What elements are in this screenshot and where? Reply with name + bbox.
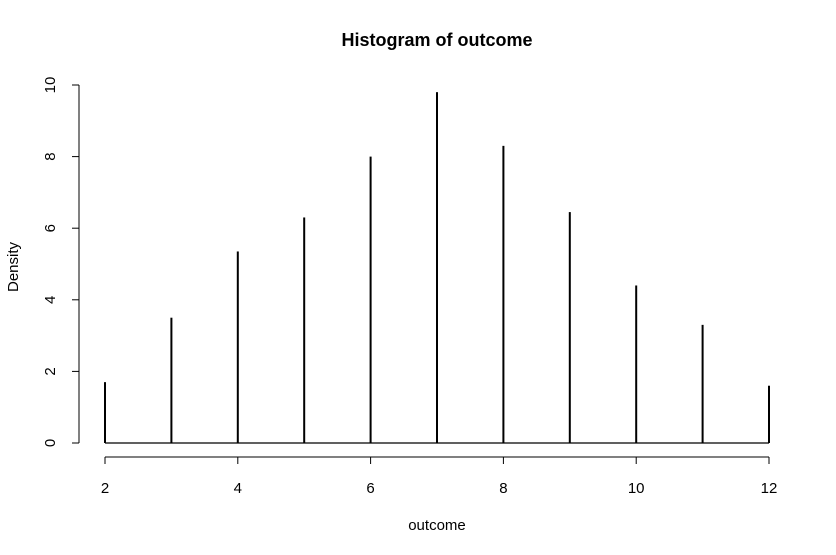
- x-axis-label: outcome: [408, 517, 466, 534]
- x-tick-label: 12: [761, 480, 778, 497]
- histogram-bar: [303, 217, 306, 443]
- y-axis-label: Density: [5, 241, 22, 292]
- y-tick-label: 2: [42, 367, 59, 375]
- histogram-bar: [104, 382, 106, 443]
- histogram-bar: [635, 285, 638, 443]
- y-tick-label: 4: [42, 296, 59, 304]
- x-tick-label: 4: [234, 480, 242, 497]
- histogram-bar: [568, 212, 571, 443]
- y-tick-label: 0: [42, 439, 59, 447]
- x-tick-label: 6: [366, 480, 374, 497]
- chart-title: Histogram of outcome: [341, 30, 532, 50]
- histogram-bar: [236, 251, 239, 443]
- x-tick-label: 8: [499, 480, 507, 497]
- x-tick-label: 10: [628, 480, 645, 497]
- histogram-bar: [369, 156, 372, 443]
- histogram-bar: [170, 317, 173, 443]
- histogram-bar: [701, 324, 704, 443]
- histogram-bar: [436, 92, 438, 443]
- histogram-bar: [502, 145, 505, 444]
- y-tick-label: 6: [42, 224, 59, 232]
- histogram-bar: [768, 385, 770, 443]
- y-tick-label: 8: [42, 152, 59, 160]
- y-tick-label: 10: [42, 77, 59, 94]
- x-tick-label: 2: [101, 480, 109, 497]
- plot-area: 2 4 6 8 10 12 0 2 4 6 8 10: [42, 77, 777, 497]
